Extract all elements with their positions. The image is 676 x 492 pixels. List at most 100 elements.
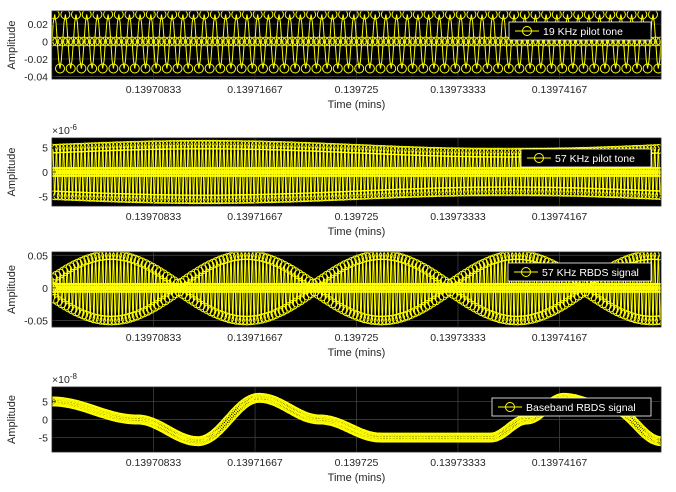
data-point <box>160 295 171 306</box>
data-point <box>373 189 384 200</box>
data-point <box>437 186 448 197</box>
data-point <box>458 36 469 47</box>
data-point <box>471 63 482 74</box>
data-point <box>234 36 244 47</box>
data-point <box>197 139 208 150</box>
data-point <box>505 186 516 196</box>
data-point <box>201 139 211 150</box>
y-tick-label: 0.05 <box>28 250 49 262</box>
data-point <box>156 11 167 20</box>
series-line <box>52 255 661 321</box>
data-point <box>161 271 172 282</box>
data-point <box>108 63 119 74</box>
data-point <box>324 36 335 47</box>
data-point <box>409 187 420 198</box>
data-point <box>169 36 180 47</box>
data-point <box>149 193 160 204</box>
data-point <box>357 253 368 264</box>
data-point <box>52 270 62 281</box>
x-tick-label: 0.13973333 <box>430 332 486 344</box>
data-point <box>503 148 514 158</box>
data-point <box>400 145 411 156</box>
data-point <box>580 187 591 198</box>
data-point <box>72 142 83 153</box>
data-point <box>53 190 64 201</box>
data-point <box>103 315 114 326</box>
x-tick-label: 0.13974167 <box>532 84 588 96</box>
data-point <box>338 11 349 20</box>
data-point <box>288 299 299 310</box>
data-point <box>359 11 370 20</box>
data-point <box>231 314 242 325</box>
data-point <box>462 186 473 197</box>
data-point <box>300 63 311 74</box>
data-point <box>484 186 495 197</box>
data-point <box>434 11 445 20</box>
data-point <box>566 295 577 306</box>
data-point <box>474 36 485 47</box>
data-point <box>420 187 431 198</box>
data-point <box>199 11 210 20</box>
data-point <box>500 252 511 262</box>
data-point <box>271 36 282 47</box>
data-point <box>566 186 577 197</box>
data-point <box>346 36 357 47</box>
data-point <box>525 63 536 74</box>
data-point <box>275 141 286 151</box>
data-point <box>74 191 85 202</box>
y-axis-label: Amplitude <box>6 265 18 314</box>
data-point <box>100 36 111 47</box>
data-point <box>587 187 598 198</box>
data-point <box>161 140 172 151</box>
data-point <box>380 11 391 20</box>
data-point <box>430 295 441 306</box>
data-point <box>388 36 399 47</box>
data-point <box>442 36 453 47</box>
data-point <box>320 191 331 202</box>
y-tick-label: 0 <box>42 167 48 179</box>
data-point <box>648 11 658 20</box>
data-point <box>160 193 171 204</box>
data-point <box>112 141 122 152</box>
data-point <box>649 252 660 261</box>
y-tick-label: 5 <box>42 143 48 155</box>
data-point <box>348 11 359 20</box>
data-point <box>96 314 106 325</box>
data-point <box>455 186 466 197</box>
legend-marker <box>522 26 532 36</box>
data-point <box>382 252 393 261</box>
data-point <box>81 191 92 202</box>
data-point <box>215 63 226 74</box>
data-point <box>153 299 163 310</box>
data-point <box>396 145 407 156</box>
data-point <box>112 252 122 261</box>
data-point <box>494 186 505 197</box>
data-point <box>393 145 404 156</box>
data-point <box>190 139 201 150</box>
data-point <box>188 194 199 205</box>
data-point <box>396 63 407 74</box>
data-point <box>583 187 594 198</box>
data-point <box>377 189 388 199</box>
data-point <box>266 193 277 204</box>
data-point <box>399 36 410 47</box>
data-point <box>65 143 76 154</box>
data-point <box>496 252 507 263</box>
data-point <box>453 36 463 47</box>
x-axis-label: Time (mins) <box>328 472 386 484</box>
data-point <box>509 186 520 196</box>
data-point <box>52 36 57 47</box>
data-point <box>181 194 192 205</box>
data-point <box>116 36 127 47</box>
data-point <box>318 273 329 284</box>
data-point <box>229 140 240 150</box>
data-point <box>407 63 418 74</box>
data-point <box>193 63 204 74</box>
x-tick-label: 0.13970833 <box>126 457 182 469</box>
data-point <box>453 147 464 158</box>
data-point <box>307 142 318 153</box>
data-point <box>297 141 308 152</box>
data-point <box>234 193 245 204</box>
data-point <box>632 63 642 74</box>
